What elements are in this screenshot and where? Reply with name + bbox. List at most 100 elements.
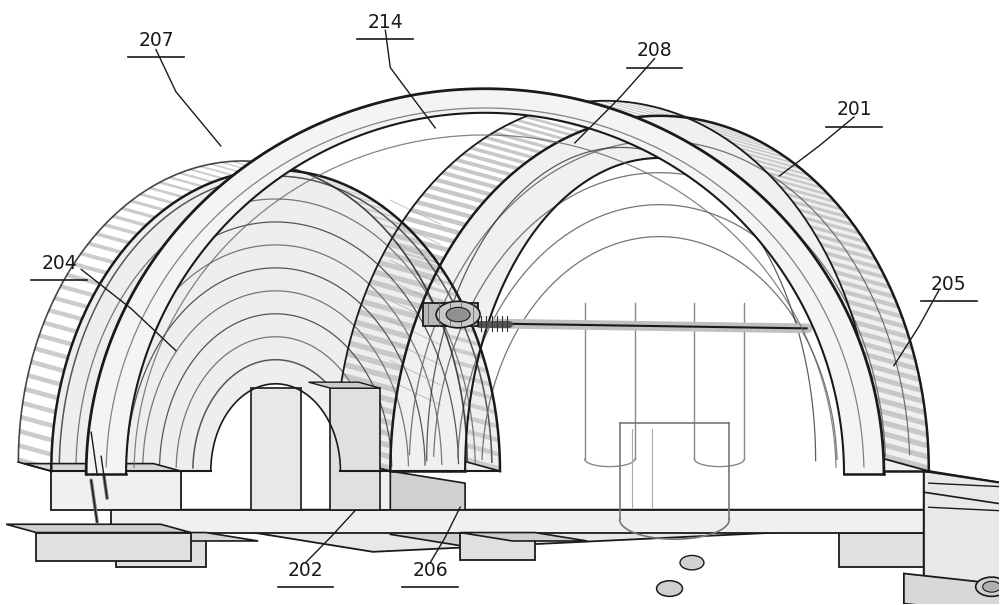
Polygon shape xyxy=(674,113,733,129)
Polygon shape xyxy=(340,384,396,404)
Polygon shape xyxy=(698,123,757,140)
Polygon shape xyxy=(139,193,175,204)
Polygon shape xyxy=(838,280,895,299)
Polygon shape xyxy=(390,471,465,546)
Polygon shape xyxy=(51,170,500,471)
Polygon shape xyxy=(51,471,181,509)
Circle shape xyxy=(680,555,704,570)
Text: 205: 205 xyxy=(931,275,967,294)
Polygon shape xyxy=(36,532,191,561)
Polygon shape xyxy=(388,232,423,244)
Polygon shape xyxy=(785,192,843,211)
Polygon shape xyxy=(467,443,500,457)
Polygon shape xyxy=(615,101,674,116)
Polygon shape xyxy=(491,131,550,149)
Polygon shape xyxy=(343,193,380,204)
Polygon shape xyxy=(22,401,56,414)
Polygon shape xyxy=(21,415,54,428)
Polygon shape xyxy=(825,251,882,270)
Polygon shape xyxy=(866,373,922,393)
Polygon shape xyxy=(43,321,78,334)
Polygon shape xyxy=(624,102,683,117)
Polygon shape xyxy=(484,136,542,154)
Polygon shape xyxy=(436,308,470,321)
Polygon shape xyxy=(467,457,500,471)
Polygon shape xyxy=(797,208,855,227)
Polygon shape xyxy=(283,166,320,176)
Polygon shape xyxy=(168,177,204,187)
Polygon shape xyxy=(371,215,407,227)
Polygon shape xyxy=(342,373,398,393)
Polygon shape xyxy=(507,123,566,140)
Polygon shape xyxy=(454,359,488,373)
Polygon shape xyxy=(859,341,915,361)
Polygon shape xyxy=(809,224,866,244)
Polygon shape xyxy=(337,417,392,437)
Polygon shape xyxy=(358,309,414,329)
Polygon shape xyxy=(60,284,95,297)
Polygon shape xyxy=(581,102,640,117)
Polygon shape xyxy=(403,252,439,264)
Polygon shape xyxy=(378,260,435,280)
Polygon shape xyxy=(314,177,350,187)
Polygon shape xyxy=(515,119,574,136)
Polygon shape xyxy=(365,289,422,309)
Polygon shape xyxy=(872,417,928,437)
Polygon shape xyxy=(873,428,928,449)
Polygon shape xyxy=(80,252,115,264)
Circle shape xyxy=(436,301,480,328)
Polygon shape xyxy=(441,321,475,334)
Polygon shape xyxy=(262,162,299,172)
Polygon shape xyxy=(870,394,925,415)
Polygon shape xyxy=(373,270,430,289)
Polygon shape xyxy=(344,362,400,382)
Polygon shape xyxy=(454,158,513,176)
Circle shape xyxy=(657,581,682,597)
Polygon shape xyxy=(814,233,872,252)
Polygon shape xyxy=(531,113,590,129)
Polygon shape xyxy=(868,384,924,404)
Polygon shape xyxy=(791,200,849,219)
Polygon shape xyxy=(382,251,440,270)
Polygon shape xyxy=(834,270,891,289)
Polygon shape xyxy=(361,299,418,319)
Text: 214: 214 xyxy=(367,13,403,32)
Polygon shape xyxy=(457,373,491,387)
Polygon shape xyxy=(929,471,1000,546)
Circle shape xyxy=(983,581,1000,592)
Polygon shape xyxy=(846,299,903,319)
Polygon shape xyxy=(349,341,405,361)
Polygon shape xyxy=(423,303,478,326)
Polygon shape xyxy=(220,162,256,172)
Polygon shape xyxy=(772,178,830,197)
Polygon shape xyxy=(706,127,765,144)
Polygon shape xyxy=(632,103,691,119)
Polygon shape xyxy=(871,406,927,427)
Polygon shape xyxy=(34,346,68,360)
Polygon shape xyxy=(338,406,393,427)
Polygon shape xyxy=(415,200,473,219)
Polygon shape xyxy=(112,215,147,227)
Polygon shape xyxy=(462,152,520,170)
Polygon shape xyxy=(829,260,886,280)
Polygon shape xyxy=(856,330,913,350)
Polygon shape xyxy=(460,532,587,541)
Polygon shape xyxy=(19,443,52,457)
Polygon shape xyxy=(87,242,123,254)
Polygon shape xyxy=(417,273,452,286)
Polygon shape xyxy=(548,108,607,124)
Polygon shape xyxy=(158,182,194,192)
Polygon shape xyxy=(779,185,837,204)
Polygon shape xyxy=(450,346,484,360)
Text: 202: 202 xyxy=(288,561,323,580)
Polygon shape xyxy=(350,471,405,509)
Polygon shape xyxy=(641,104,700,120)
Polygon shape xyxy=(758,165,817,183)
Polygon shape xyxy=(714,131,773,149)
Polygon shape xyxy=(339,394,394,415)
Polygon shape xyxy=(722,136,780,154)
Text: 201: 201 xyxy=(836,100,872,119)
Polygon shape xyxy=(839,532,947,567)
Polygon shape xyxy=(398,224,455,244)
Polygon shape xyxy=(430,296,465,309)
